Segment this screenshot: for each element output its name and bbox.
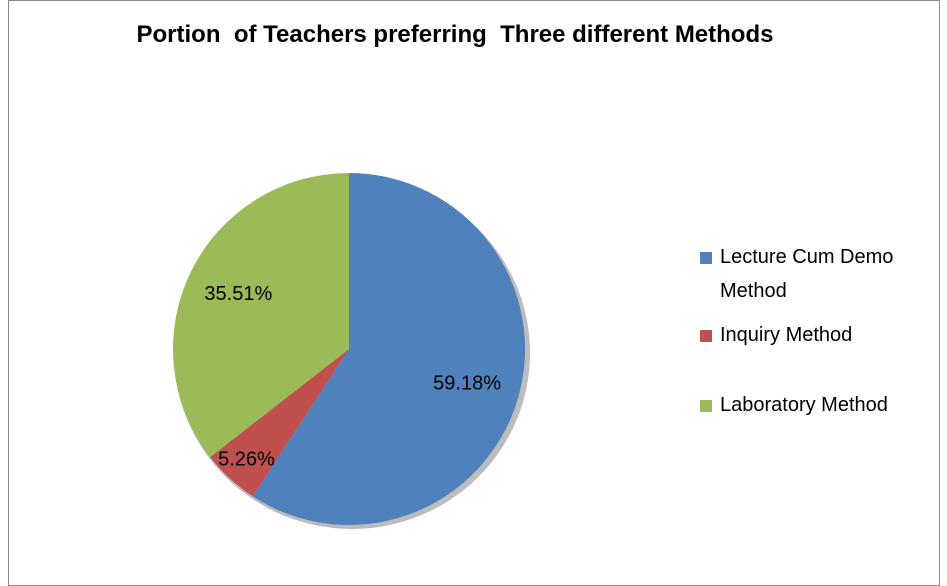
- legend-label: Inquiry Method: [720, 324, 853, 346]
- chart-title: Portion of Teachers preferring Three dif…: [136, 21, 774, 48]
- legend-item: Lecture Cum Demo Method: [700, 240, 935, 308]
- pie-slice: [252, 173, 525, 525]
- pie-slice: [210, 349, 349, 497]
- pie-slice: [172, 173, 349, 458]
- legend-item: Inquiry Method: [700, 318, 935, 352]
- data-label: 35.51%: [204, 283, 272, 305]
- legend: Lecture Cum Demo Method Inquiry Method Lab…: [700, 240, 935, 432]
- legend-swatch: [700, 400, 712, 412]
- legend-swatch: [700, 252, 712, 264]
- legend-label: Laboratory Method: [720, 394, 888, 416]
- data-label: 5.26%: [218, 449, 275, 471]
- legend-item: Laboratory Method: [700, 388, 935, 422]
- data-label: 59.18%: [433, 372, 501, 394]
- legend-swatch: [700, 330, 712, 342]
- legend-label: Lecture Cum Demo Method: [720, 246, 894, 302]
